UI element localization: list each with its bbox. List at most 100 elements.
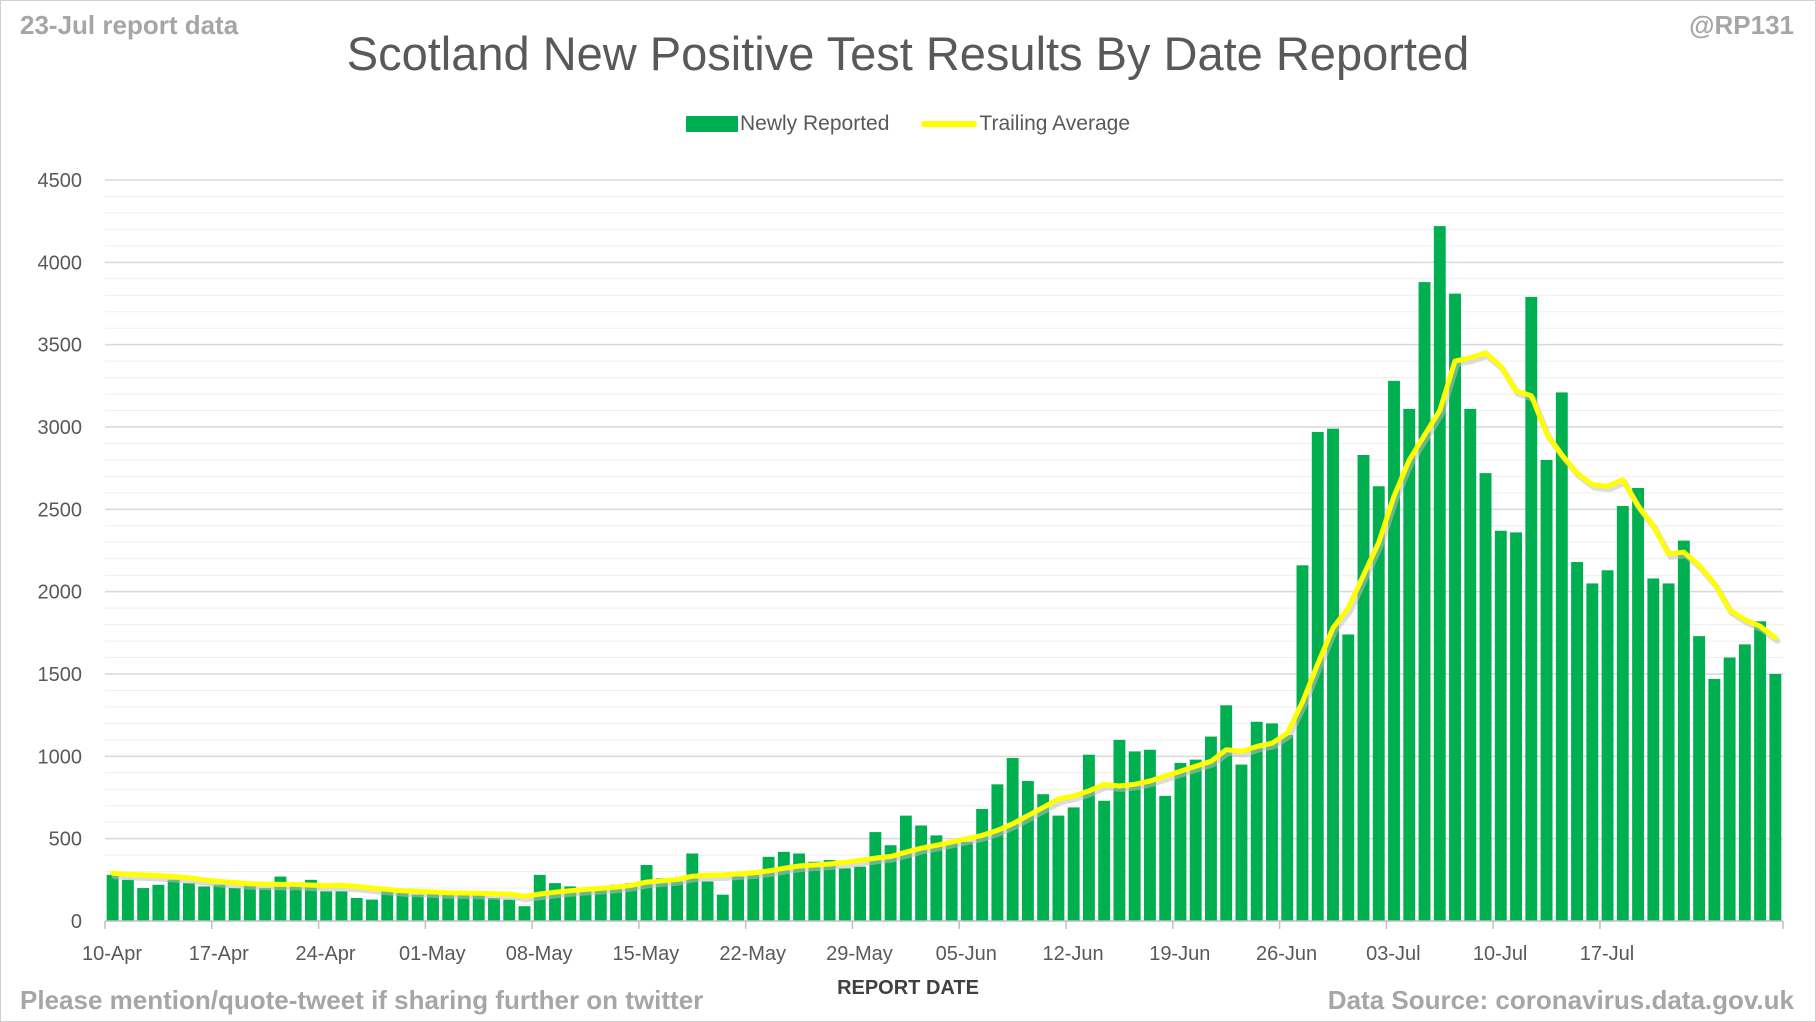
bar xyxy=(945,841,958,921)
bar xyxy=(1479,473,1492,921)
author-handle: @RP131 xyxy=(1689,10,1794,40)
x-tick-label: 17-Apr xyxy=(189,943,249,965)
bar xyxy=(350,897,363,921)
bar xyxy=(838,868,851,921)
bar xyxy=(381,891,394,921)
bar xyxy=(549,883,561,921)
bar xyxy=(1113,739,1126,921)
bar xyxy=(1143,749,1156,921)
bar xyxy=(1693,636,1706,921)
report-date-label: 23-Jul report data xyxy=(20,10,239,40)
bar xyxy=(1082,754,1095,921)
y-tick-label: 500 xyxy=(49,829,82,851)
y-tick-label: 4000 xyxy=(38,252,83,274)
bar xyxy=(1052,815,1065,921)
bar xyxy=(762,856,775,921)
bar xyxy=(1205,736,1217,921)
legend-label-newly-reported: Newly Reported xyxy=(740,112,890,135)
bar xyxy=(655,878,668,921)
bar xyxy=(1403,408,1416,921)
bar xyxy=(1510,532,1522,921)
bar xyxy=(716,894,729,921)
legend-swatch-bar xyxy=(686,116,738,132)
x-tick-label: 15-May xyxy=(613,943,680,965)
bar xyxy=(518,906,531,921)
bar xyxy=(182,883,195,921)
bar xyxy=(701,881,714,921)
bar xyxy=(121,879,134,921)
bar xyxy=(488,897,500,921)
bar xyxy=(1586,583,1599,921)
bar xyxy=(1189,759,1202,921)
x-tick-label: 10-Jul xyxy=(1473,943,1527,965)
x-axis xyxy=(104,920,1784,929)
bar xyxy=(899,815,912,921)
bar xyxy=(1555,392,1568,921)
x-tick-label: 22-May xyxy=(719,943,786,965)
y-tick-label: 2500 xyxy=(38,499,83,521)
bar xyxy=(777,851,790,921)
bar xyxy=(793,853,806,921)
bar xyxy=(823,860,836,921)
bar xyxy=(1723,657,1736,921)
bar xyxy=(976,809,989,921)
bar xyxy=(1342,634,1355,921)
bar xyxy=(1128,751,1141,921)
bar xyxy=(1662,583,1675,921)
bar xyxy=(1281,734,1294,921)
bar xyxy=(930,835,943,921)
bar xyxy=(1037,794,1050,921)
bar xyxy=(1708,678,1721,921)
bar xyxy=(1327,428,1339,921)
bar xyxy=(1418,282,1431,921)
bar xyxy=(1616,506,1629,921)
legend: Newly Reported Trailing Average xyxy=(0,112,1816,136)
y-tick-label: 1000 xyxy=(38,746,83,768)
bar xyxy=(579,889,592,921)
bar xyxy=(1433,226,1446,921)
bar xyxy=(304,879,317,921)
bar xyxy=(152,884,165,921)
x-tick-label: 19-Jun xyxy=(1149,943,1210,965)
bar xyxy=(564,886,577,921)
bar xyxy=(747,874,760,921)
bar xyxy=(1388,380,1400,922)
bar xyxy=(1677,540,1690,921)
bar xyxy=(610,884,622,921)
bar xyxy=(228,888,241,921)
sharing-note: Please mention/quote-tweet if sharing fu… xyxy=(20,985,704,1015)
bar xyxy=(1006,757,1019,921)
bar xyxy=(472,894,485,921)
bar xyxy=(503,899,516,921)
bar xyxy=(289,884,302,921)
bar xyxy=(335,891,348,921)
bar xyxy=(411,894,424,921)
bar xyxy=(366,899,378,921)
bar xyxy=(1647,578,1660,921)
bar xyxy=(625,883,638,921)
bar xyxy=(137,888,150,921)
bar xyxy=(1769,674,1782,921)
bar xyxy=(594,886,607,921)
x-tick-label: 26-Jun xyxy=(1256,943,1317,965)
bar xyxy=(1494,530,1507,921)
bar xyxy=(1220,705,1233,921)
bar xyxy=(259,888,272,921)
bar xyxy=(106,874,119,921)
y-tick-label: 3000 xyxy=(38,417,83,439)
x-tick-label: 08-May xyxy=(506,943,573,965)
bar xyxy=(213,884,226,921)
bar xyxy=(1632,487,1645,921)
y-tick-label: 2000 xyxy=(38,582,83,604)
bar xyxy=(1235,764,1248,921)
x-tick-labels: 10-Apr 17-Apr 24-Apr 01-May 08-May 15-May 22-M… xyxy=(82,943,1634,965)
bar xyxy=(198,886,211,921)
bar xyxy=(640,865,653,921)
bar xyxy=(167,879,180,921)
trailing-average-line xyxy=(110,350,1778,899)
bar xyxy=(1571,562,1584,921)
bar xyxy=(732,876,745,921)
bar xyxy=(1296,565,1309,921)
legend-swatch-line xyxy=(921,121,978,127)
